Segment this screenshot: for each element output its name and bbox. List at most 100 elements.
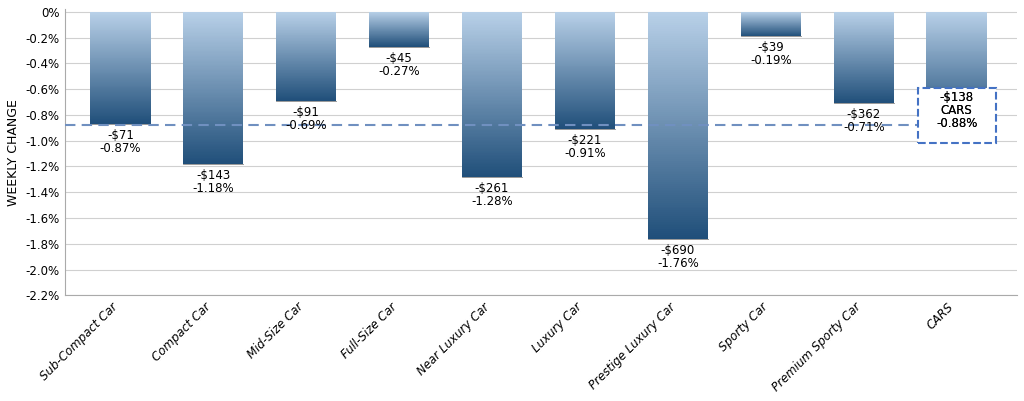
Bar [648,69,708,70]
Bar [555,57,615,58]
Bar [927,75,987,76]
Bar [183,161,244,163]
Bar [834,57,894,58]
Bar [834,53,894,54]
Bar [555,111,615,112]
Bar [648,50,708,51]
Bar [183,114,244,116]
Bar [462,71,522,72]
Bar [648,112,708,114]
Bar [555,63,615,64]
Bar [555,13,615,14]
Bar [555,24,615,25]
Bar [834,68,894,69]
Bar [834,47,894,48]
Bar [462,149,522,151]
Bar [927,57,987,58]
Bar [927,60,987,61]
Bar [462,134,522,136]
Bar [462,141,522,142]
Bar [555,86,615,87]
Bar [648,74,708,76]
Bar [648,178,708,180]
Bar [90,93,151,94]
Bar [927,24,987,25]
Bar [276,94,337,95]
Bar [927,91,987,92]
Bar [555,61,615,62]
Bar [462,12,522,13]
Bar [927,13,987,14]
Bar [462,101,522,103]
Bar [90,105,151,106]
Bar [183,49,244,50]
Bar [648,169,708,170]
Bar [462,53,522,55]
Bar [648,197,708,199]
Bar [462,18,522,20]
Bar [90,58,151,59]
Bar [183,65,244,66]
Bar [834,73,894,74]
Bar [834,38,894,39]
Bar [462,96,522,97]
Bar [276,90,337,91]
Text: -0.27%: -0.27% [378,65,420,78]
Bar [90,28,151,30]
Bar [183,73,244,74]
Bar [834,46,894,47]
Bar [555,126,615,127]
Bar [927,89,987,90]
Bar [90,42,151,43]
Bar [834,85,894,86]
Bar [648,201,708,203]
Bar [555,74,615,75]
Bar [183,93,244,94]
Bar [276,36,337,37]
Bar [927,19,987,20]
Bar [183,141,244,142]
Bar [834,29,894,30]
Bar [90,52,151,53]
Bar [276,38,337,39]
Bar [276,43,337,44]
Bar [555,97,615,98]
Bar [555,42,615,43]
Bar [90,119,151,120]
Bar [276,85,337,86]
Bar [555,12,615,13]
Text: -$138: -$138 [940,91,974,104]
Text: -$143: -$143 [197,169,230,182]
Bar [555,128,615,129]
Bar [555,77,615,78]
Bar [648,106,708,108]
Bar [555,116,615,117]
Bar [555,103,615,105]
Bar [276,71,337,72]
Bar [276,74,337,75]
Bar [183,46,244,47]
Text: -$221: -$221 [567,134,602,147]
Bar [555,105,615,107]
Text: CARS: CARS [941,104,973,117]
Bar [183,152,244,154]
Bar [927,46,987,47]
Bar [648,16,708,17]
Bar [834,86,894,87]
Bar [462,81,522,82]
Bar [462,42,522,43]
Bar [462,75,522,76]
Bar [927,28,987,29]
Bar [648,25,708,27]
Bar [555,81,615,82]
Bar [90,82,151,83]
Bar [555,41,615,42]
Text: -$39: -$39 [758,41,784,55]
Bar [183,20,244,22]
Bar [834,61,894,62]
Bar [462,136,522,137]
Bar [834,22,894,23]
Bar [648,140,708,142]
Bar [90,101,151,102]
Bar [834,64,894,65]
